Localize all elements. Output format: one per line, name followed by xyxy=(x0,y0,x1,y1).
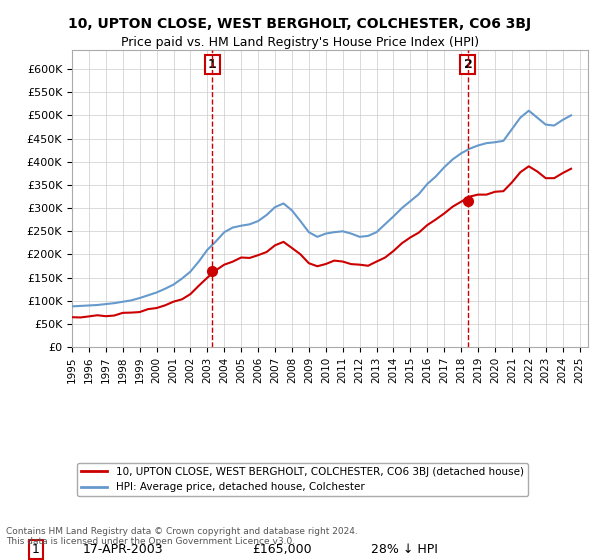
Text: 1: 1 xyxy=(208,58,217,71)
Text: 10, UPTON CLOSE, WEST BERGHOLT, COLCHESTER, CO6 3BJ: 10, UPTON CLOSE, WEST BERGHOLT, COLCHEST… xyxy=(68,17,532,31)
Text: 28% ↓ HPI: 28% ↓ HPI xyxy=(371,543,438,556)
Text: Price paid vs. HM Land Registry's House Price Index (HPI): Price paid vs. HM Land Registry's House … xyxy=(121,36,479,49)
Text: 2: 2 xyxy=(464,58,472,71)
Text: 1: 1 xyxy=(32,543,40,556)
Text: Contains HM Land Registry data © Crown copyright and database right 2024.
This d: Contains HM Land Registry data © Crown c… xyxy=(6,526,358,546)
Legend: 10, UPTON CLOSE, WEST BERGHOLT, COLCHESTER, CO6 3BJ (detached house), HPI: Avera: 10, UPTON CLOSE, WEST BERGHOLT, COLCHEST… xyxy=(77,463,528,496)
Text: £165,000: £165,000 xyxy=(253,543,312,556)
Text: 17-APR-2003: 17-APR-2003 xyxy=(82,543,163,556)
